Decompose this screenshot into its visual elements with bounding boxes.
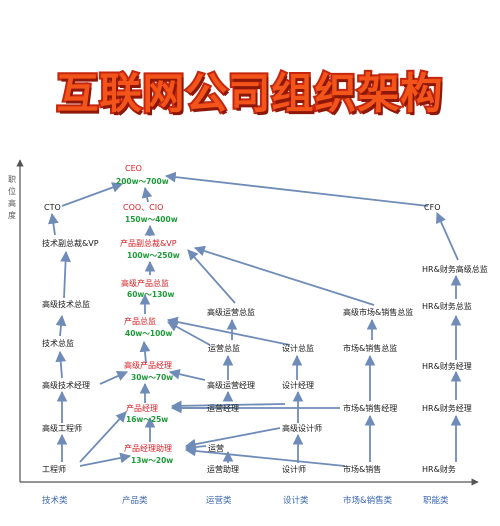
y-axis-label-char: 位 [8,186,16,196]
edge [79,452,132,467]
edge [166,316,291,346]
node-senior-engineer: 高级工程师 [42,423,82,433]
node-prod-manager-salary: 16w～25w [126,415,168,424]
node-senior-prod-manager-salary: 30w～70w [131,373,173,382]
category-label: 职能类 [423,495,449,506]
node-senior-prod-director: 高级产品总监 [121,278,169,288]
edge [61,182,124,207]
edge [184,427,281,450]
node-senior-designer: 高级设计师 [282,423,322,433]
y-axis-label-char: 度 [8,210,16,220]
category-label: 设计类 [283,495,309,506]
node-mkt-manager: 市场&销售经理 [343,403,397,413]
node-cto: CTO [44,203,61,212]
node-ops-director: 运营总监 [208,343,240,353]
node-engineer: 工程师 [42,464,66,474]
category-label: 运营类 [206,495,232,506]
node-ops: 运营 [208,443,224,453]
node-ops-assistant: 运营助理 [207,464,239,474]
node-hr-manager: HR&财务经理 [422,361,472,371]
edge [167,321,211,346]
node-prod-director-salary: 40w～100w [125,329,173,338]
node-ceo-salary: 200w～700w [116,177,169,186]
node-design-manager: 设计经理 [282,380,314,390]
edge [436,212,459,261]
node-cfo: CFO [424,203,440,212]
node-designer: 设计师 [282,464,306,474]
edge [168,368,206,381]
node-tech-director: 技术总监 [42,338,74,348]
edge [193,245,375,306]
node-hr-director: HR&财务总监 [422,301,472,311]
y-axis-label-char: 职 [8,175,16,184]
node-senior-ops-director: 高级运营总监 [207,307,255,317]
node-mkt-director: 市场&销售总监 [343,343,397,353]
node-prod-vp-salary: 100w～250w [127,251,180,260]
node-prod-director: 产品总监 [124,316,156,326]
node-hr-manager-2: HR&财务经理 [422,403,472,413]
node-senior-ops-manager: 高级运营经理 [207,380,255,390]
edges [48,171,462,467]
page-title: 互联网公司组织架构 [54,67,444,120]
edge [60,250,71,299]
edge [139,340,151,364]
category-labels: 技术类 产品类 运营类 设计类 市场&销售类 职能类 [42,495,449,506]
edge [55,350,67,379]
node-prod-assistant-salary: 13w～20w [131,456,173,465]
edge [170,400,286,412]
node-prod-manager: 产品经理 [126,403,158,413]
node-coo-cio-salary: 150w～400w [125,215,178,224]
node-coo-cio: COO、CIO [123,203,163,212]
node-hr-finance: HR&财务 [422,464,456,474]
node-ops-manager: 运营经理 [207,403,239,413]
edge [141,186,153,203]
node-tech-vp: 技术副总裁&VP [42,238,99,248]
edge [164,171,429,207]
category-label: 技术类 [42,495,68,506]
category-label: 市场&销售类 [343,495,393,506]
node-senior-mkt-director: 高级市场&销售总监 [343,307,413,317]
node-design-director: 设计总监 [282,343,314,353]
edge [184,445,346,467]
node-senior-tech-director: 高级技术总监 [42,299,90,309]
edge [187,249,236,304]
nodes: CEO 200w～700w CTO COO、CIO 150w～400w CFO … [42,164,488,474]
y-axis-label-char: 高 [8,198,16,208]
node-senior-prod-manager: 高级产品经理 [124,360,172,370]
node-sales: 市场&销售 [343,464,381,474]
node-ceo: CEO [125,164,142,173]
node-hr-senior-director: HR&财务高级总监 [422,264,488,274]
edge [79,411,127,463]
node-prod-vp: 产品副总裁&VP [120,238,177,248]
edge [48,212,59,236]
category-label: 产品类 [122,495,148,506]
edge [99,371,128,385]
node-senior-prod-director-salary: 60w～130w [127,290,175,299]
node-prod-assistant: 产品经理助理 [124,443,172,453]
edge [55,314,67,337]
node-senior-tech-manager: 高级技术经理 [42,380,90,390]
